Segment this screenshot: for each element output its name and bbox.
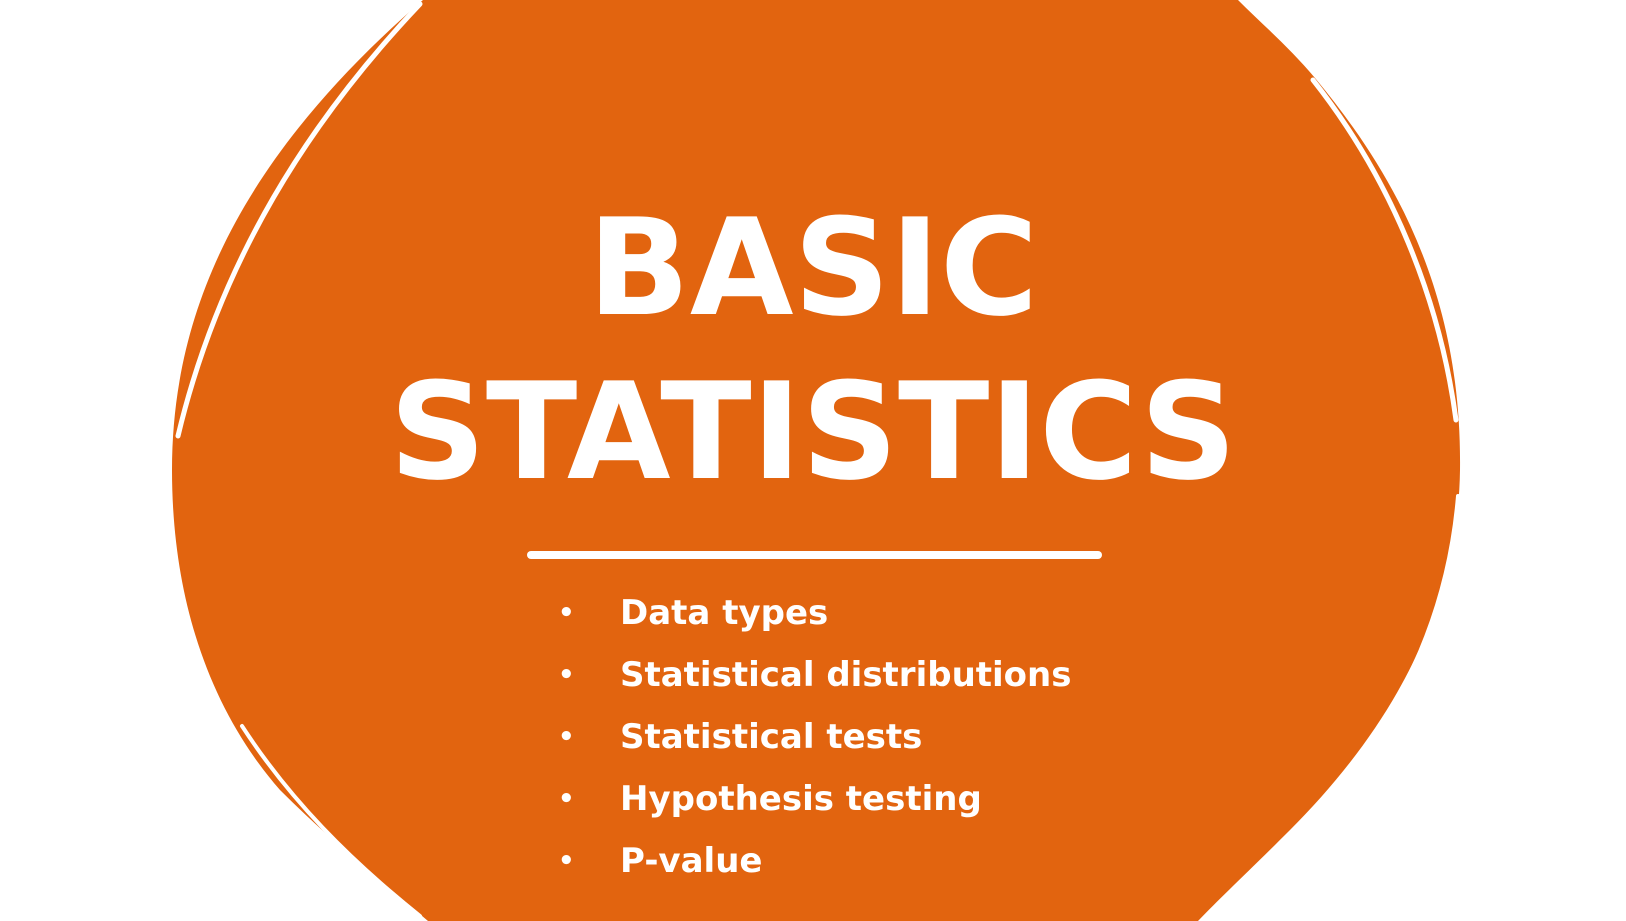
bullet-icon: • [558, 722, 575, 752]
bullet-text: Data types [620, 593, 829, 633]
bullet-icon: • [558, 846, 575, 876]
sketch-stroke-left-lower [240, 724, 422, 918]
bullet-text: P-value [620, 841, 763, 881]
bullet-text: Hypothesis testing [620, 779, 982, 819]
bullet-text: Statistical tests [620, 717, 923, 757]
bullet-icon: • [558, 784, 575, 814]
title-line-2: STATISTICS [389, 354, 1237, 510]
title-divider [527, 551, 1102, 559]
bullet-icon: • [558, 660, 575, 690]
title-line-1: BASIC [587, 190, 1039, 346]
sketch-stroke-left [175, 1, 423, 439]
sketch-stroke-right [1310, 77, 1459, 423]
bullet-icon: • [558, 598, 575, 628]
bullet-text: Statistical distributions [620, 655, 1072, 695]
circle-fill [172, 0, 1461, 921]
slide-title: BASIC STATISTICS [300, 186, 1326, 514]
sketch-stroke-right-lower [1248, 494, 1460, 882]
